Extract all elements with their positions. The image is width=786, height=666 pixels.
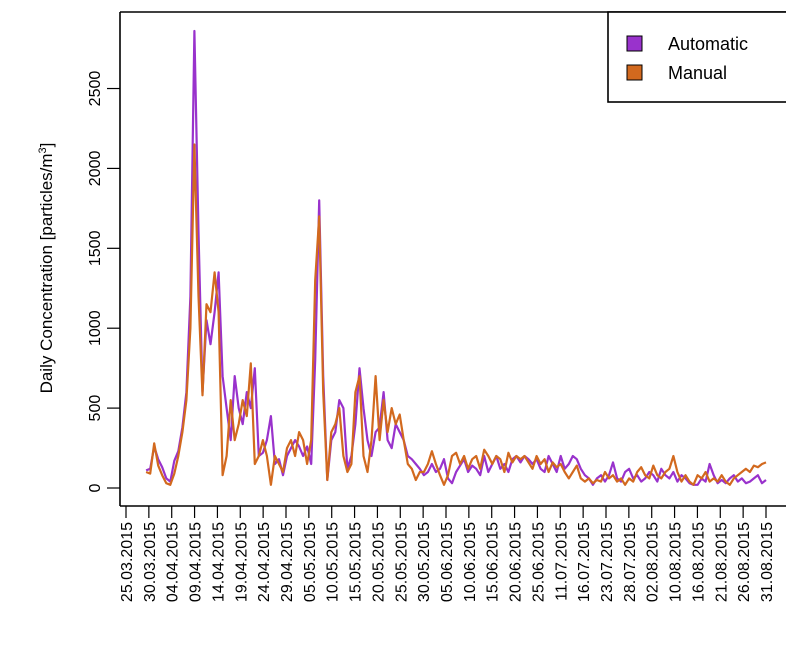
series-line-automatic xyxy=(145,29,767,486)
y-tick-label: 1000 xyxy=(87,310,104,346)
x-tick-label: 29.04.2015 xyxy=(279,522,296,602)
x-tick-label: 31.08.2015 xyxy=(759,522,776,602)
y-tick-label: 2000 xyxy=(87,151,104,187)
x-tick-label: 23.07.2015 xyxy=(599,522,616,602)
y-axis: 0 500 1000 1500 2000 2500 xyxy=(87,71,120,492)
x-tick-label: 25.06.2015 xyxy=(530,522,547,602)
x-tick-label: 24.04.2015 xyxy=(256,522,273,602)
x-tick-label: 09.04.2015 xyxy=(188,522,205,602)
legend: Automatic Manual xyxy=(607,11,786,103)
x-tick-label: 16.08.2015 xyxy=(690,522,707,602)
x-tick-label: 11.07.2015 xyxy=(553,522,570,601)
y-tick-label: 0 xyxy=(87,483,104,492)
x-tick-label: 04.04.2015 xyxy=(165,522,182,602)
x-tick-label: 25.05.2015 xyxy=(393,522,410,602)
y-tick-label: 2500 xyxy=(87,71,104,107)
x-tick-label: 15.05.2015 xyxy=(348,522,365,602)
x-tick-label: 20.06.2015 xyxy=(508,522,525,602)
x-tick-label: 30.03.2015 xyxy=(142,522,159,602)
x-tick-label: 10.05.2015 xyxy=(325,522,342,602)
x-tick-label: 25.03.2015 xyxy=(119,522,136,602)
legend-swatch-automatic xyxy=(626,35,643,52)
x-tick-label: 30.05.2015 xyxy=(416,522,433,602)
x-tick-label: 19.04.2015 xyxy=(233,522,250,602)
x-tick-label: 16.07.2015 xyxy=(576,522,593,602)
x-tick-label: 14.04.2015 xyxy=(210,522,227,602)
legend-box xyxy=(607,11,786,103)
y-tick-label: 1500 xyxy=(87,230,104,266)
x-tick-label: 26.08.2015 xyxy=(736,522,753,602)
x-tick-label: 10.08.2015 xyxy=(668,522,685,602)
legend-label-manual: Manual xyxy=(668,63,727,83)
x-tick-label: 15.06.2015 xyxy=(485,522,502,602)
x-tick-label: 05.06.2015 xyxy=(439,522,456,602)
series-line-manual xyxy=(145,143,767,486)
x-tick-label: 05.05.2015 xyxy=(302,522,319,602)
y-axis-title-main: Daily Concentration [particles/m xyxy=(37,153,56,393)
x-tick-label: 20.05.2015 xyxy=(370,522,387,602)
legend-label-automatic: Automatic xyxy=(668,34,748,54)
y-axis-title: Daily Concentration [particles/m3] xyxy=(37,143,56,394)
legend-swatch-manual xyxy=(626,64,643,81)
y-axis-title-close: ] xyxy=(37,143,56,148)
x-tick-label: 21.08.2015 xyxy=(713,522,730,602)
x-axis: 25.03.2015 30.03.2015 04.04.2015 09.04.2015… xyxy=(119,506,776,602)
x-tick-label: 28.07.2015 xyxy=(622,522,639,602)
x-tick-label: 10.06.2015 xyxy=(462,522,479,602)
y-tick-label: 500 xyxy=(87,395,104,422)
y-axis-title-sup: 3 xyxy=(37,147,49,153)
series-layer xyxy=(145,29,767,486)
x-tick-label: 02.08.2015 xyxy=(645,522,662,602)
